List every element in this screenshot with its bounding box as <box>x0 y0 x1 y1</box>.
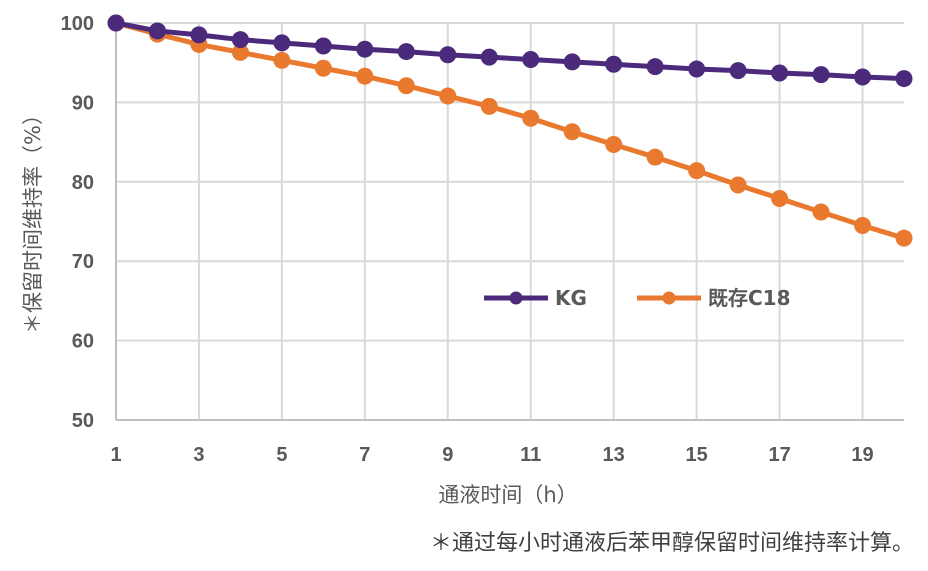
x-tick-label: 5 <box>276 444 287 466</box>
data-point-kg <box>812 66 830 84</box>
y-tick-label: 60 <box>72 331 94 353</box>
plot-area <box>107 14 913 247</box>
x-tick-label: 11 <box>520 444 541 466</box>
data-point-c18 <box>771 189 789 207</box>
x-tick-label: 3 <box>193 444 204 466</box>
data-point-c18 <box>356 67 374 85</box>
data-point-c18 <box>605 135 623 153</box>
data-point-c18 <box>646 148 664 166</box>
data-point-c18 <box>729 176 747 194</box>
data-point-c18 <box>273 51 291 69</box>
legend-marker-kg <box>509 291 523 305</box>
data-point-kg <box>729 62 747 80</box>
series-c18 <box>107 14 913 247</box>
data-point-kg <box>771 64 789 82</box>
data-point-c18 <box>231 43 249 61</box>
x-tick-label: 9 <box>442 444 453 466</box>
legend-entry-c18: 既存C18 <box>637 286 791 310</box>
x-axis-title: 通液时间（h） <box>438 483 577 507</box>
data-point-c18 <box>688 162 706 180</box>
data-point-kg <box>895 70 913 88</box>
legend: KG 既存C18 <box>484 286 791 310</box>
data-point-kg <box>854 68 872 86</box>
x-tick-label: 7 <box>359 444 370 466</box>
data-point-c18 <box>522 109 540 127</box>
y-tick-label: 70 <box>72 251 94 273</box>
y-tick-label: 90 <box>72 92 94 114</box>
data-point-kg <box>356 40 374 58</box>
x-tick-label: 13 <box>603 444 625 466</box>
y-tick-label: 50 <box>72 410 94 432</box>
data-point-kg <box>397 43 415 61</box>
series-kg <box>107 14 913 88</box>
data-point-kg <box>688 60 706 78</box>
data-point-c18 <box>854 216 872 234</box>
x-tick-label: 1 <box>110 444 121 466</box>
data-point-kg <box>231 31 249 49</box>
data-point-c18 <box>563 123 581 141</box>
data-point-kg <box>107 14 125 32</box>
grid <box>115 22 904 420</box>
data-point-kg <box>646 58 664 76</box>
data-point-kg <box>480 48 498 66</box>
legend-label-c18: 既存C18 <box>708 286 791 310</box>
data-point-kg <box>314 37 332 55</box>
data-point-kg <box>563 53 581 71</box>
data-point-kg <box>190 26 208 44</box>
data-point-c18 <box>439 87 457 105</box>
y-tick-label: 80 <box>72 172 94 194</box>
y-axis-title: ＊保留时间维持率（%） <box>21 104 45 334</box>
legend-marker-c18 <box>662 291 676 305</box>
data-point-kg <box>148 22 166 40</box>
x-tick-label: 15 <box>686 444 708 466</box>
data-point-kg <box>605 55 623 73</box>
x-tick-label: 17 <box>768 444 790 466</box>
data-point-c18 <box>812 203 830 221</box>
legend-entry-kg: KG <box>484 286 587 310</box>
y-tick-label: 100 <box>61 13 94 35</box>
footnote: ＊通过每小时通液后苯甲醇保留时间维持率计算。 <box>430 531 914 556</box>
x-tick-label: 19 <box>851 444 873 466</box>
data-point-c18 <box>895 229 913 247</box>
legend-label-kg: KG <box>555 286 587 310</box>
data-point-c18 <box>397 77 415 95</box>
data-point-kg <box>273 34 291 52</box>
data-point-kg <box>522 51 540 69</box>
data-point-kg <box>439 46 457 64</box>
data-point-c18 <box>480 97 498 115</box>
axes <box>115 23 904 421</box>
data-point-c18 <box>314 59 332 77</box>
